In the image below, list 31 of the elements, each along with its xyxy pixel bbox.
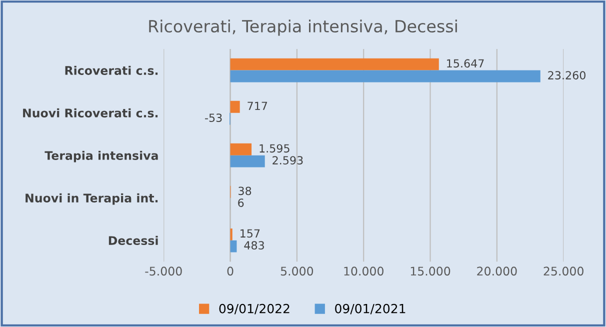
- x-tick-label: 10.000: [344, 266, 384, 276]
- chart-title: Ricoverati, Terapia intensiva, Decessi: [149, 20, 457, 36]
- x-tick-label: -5.000: [145, 266, 182, 276]
- x-tick-label: 5.000: [280, 266, 314, 276]
- data-label: 38: [238, 186, 252, 196]
- bar: [230, 58, 439, 70]
- bar: [230, 100, 240, 113]
- data-label: 6: [238, 198, 244, 208]
- y-tick-label: Decessi: [108, 236, 158, 245]
- data-label: 2.593: [272, 156, 303, 164]
- data-label: 15.647: [447, 59, 484, 68]
- y-tick-label: Terapia intensiva: [44, 150, 158, 162]
- y-tick-label: Ricoverati c.s.: [65, 66, 158, 75]
- legend-label: 09/01/2021: [335, 304, 406, 314]
- x-tick-label: 20.000: [477, 266, 517, 276]
- x-tick-label: 25.000: [544, 266, 584, 276]
- data-label: 1.595: [260, 144, 290, 153]
- bar: [230, 143, 252, 156]
- data-label: -53: [205, 114, 222, 122]
- data-label: 717: [248, 102, 268, 110]
- y-tick-label: Nuovi Ricoverati c.s.: [23, 108, 158, 118]
- data-label: 157: [240, 229, 260, 238]
- x-tick-label: 15.000: [410, 266, 450, 276]
- bar: [230, 70, 540, 82]
- data-label: 23.260: [548, 71, 586, 80]
- legend-label: 09/01/2022: [219, 304, 290, 314]
- bar: [230, 240, 237, 252]
- x-tick-label: 0: [227, 266, 234, 276]
- y-tick-label: Nuovi in Terapia int.: [26, 193, 158, 205]
- data-label: 483: [244, 241, 264, 250]
- bar: [230, 155, 265, 168]
